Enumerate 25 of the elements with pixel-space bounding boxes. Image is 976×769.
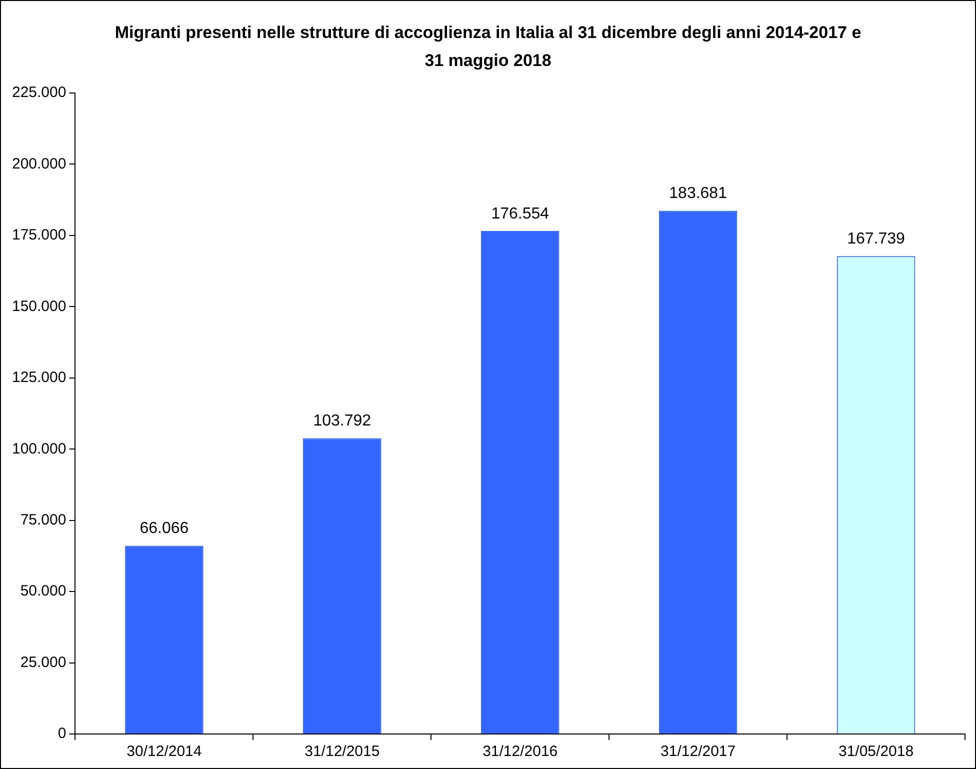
data-label: 176.554	[491, 205, 550, 222]
y-tick-label: 125.000	[12, 369, 66, 386]
bar	[303, 438, 382, 734]
x-tick-label: 30/12/2014	[126, 743, 202, 760]
x-tick-label: 31/12/2015	[304, 743, 380, 760]
y-tick-label: 0	[58, 725, 66, 742]
data-label: 103.792	[313, 412, 372, 430]
y-tick-label: 175.000	[12, 226, 66, 244]
y-tick-label: 150.000	[12, 298, 66, 315]
y-tick-label: 225.000	[12, 84, 66, 102]
x-tick-label: 31/12/2016	[482, 743, 558, 760]
x-tick-label: 31/05/2018	[838, 743, 914, 760]
bar	[125, 546, 204, 734]
y-tick-label: 100.000	[12, 440, 66, 458]
bar	[658, 210, 738, 734]
data-label: 66.066	[140, 520, 189, 538]
y-tick-label: 25.000	[20, 654, 66, 671]
chart-title: Migranti presenti nelle strutture di accoglienza in Italia al 31 dicembre degli anni 2014-2017 e 31 maggio 2018	[114, 22, 862, 72]
data-label: 167.739	[847, 230, 906, 248]
bar	[480, 231, 560, 734]
y-tick-label: 50.000	[20, 582, 66, 600]
y-tick-label: 200.000	[12, 155, 66, 172]
y-tick-label: 75.000	[20, 511, 66, 528]
x-tick-label: 31/12/2017	[660, 743, 736, 760]
data-label: 183.681	[669, 185, 728, 202]
